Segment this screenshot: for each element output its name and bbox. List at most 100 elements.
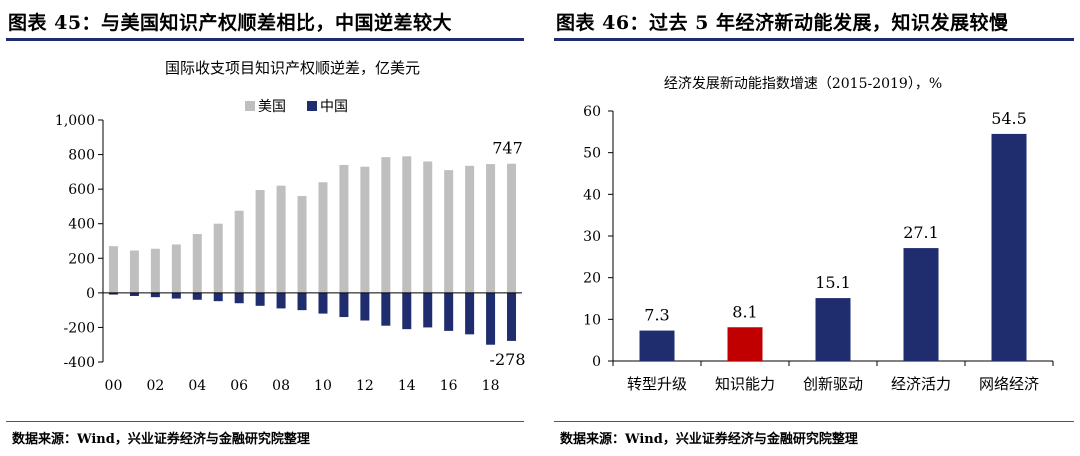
bar-us-2005 <box>213 223 223 293</box>
y-tick-label: 40 <box>583 187 601 203</box>
x-tick-label: 10 <box>314 378 332 394</box>
category-label: 转型升级 <box>627 375 687 393</box>
bar-us-2016 <box>444 170 454 293</box>
bar-us-2006 <box>234 210 244 293</box>
x-tick-label: 18 <box>482 378 500 394</box>
category-label: 经济活力 <box>891 375 951 393</box>
legend-swatch-1 <box>307 101 317 111</box>
bar-cn-2010 <box>318 292 328 314</box>
right-figure-title: 图表 46：过去 5 年经济新动能发展，知识发展较慢 <box>556 12 1009 34</box>
bar-cn-2013 <box>381 292 391 326</box>
x-tick-label: 16 <box>440 378 458 394</box>
x-tick-label: 02 <box>146 378 164 394</box>
data-label: 54.5 <box>991 109 1027 128</box>
bar-us-2019 <box>507 163 517 293</box>
bar-us-2004 <box>192 234 202 293</box>
bar-us-2014 <box>402 156 412 293</box>
bar-cn-2007 <box>255 292 265 306</box>
bar-cn-2011 <box>339 292 349 318</box>
bar-cn-2000 <box>108 292 118 295</box>
left-title-rule <box>6 38 524 41</box>
data-label-cn-last: -278 <box>490 350 526 369</box>
bar-cn-2014 <box>402 292 412 330</box>
right-source-rule <box>554 421 1074 422</box>
x-tick-label: 12 <box>356 378 374 394</box>
y-tick-label: -400 <box>64 355 95 371</box>
bar-cn-2019 <box>507 292 517 341</box>
y-tick-label: 200 <box>68 251 95 267</box>
x-tick-label: 00 <box>105 378 123 394</box>
bar-cn-2017 <box>465 292 475 335</box>
chart-title: 国际收支项目知识产权顺逆差，亿美元 <box>165 59 420 77</box>
bar-us-2017 <box>465 165 475 293</box>
y-tick-label: -200 <box>64 320 95 336</box>
bar-us-2011 <box>339 164 349 293</box>
bar-cn-2012 <box>360 292 370 321</box>
y-tick-label: 800 <box>68 148 95 164</box>
category-label: 网络经济 <box>979 375 1039 393</box>
x-tick-label: 14 <box>398 378 416 394</box>
x-tick-label: 06 <box>230 378 248 394</box>
right-source-note: 数据来源：Wind，兴业证券经济与金融研究院整理 <box>560 432 858 447</box>
new-momentum-chart: 经济发展新动能指数增速（2015-2019），% 60 50 40 30 20 10 0 7.3… <box>583 76 1054 393</box>
y-tick-label: 0 <box>592 354 601 370</box>
bar-us-2012 <box>360 166 370 293</box>
bar-cn-2009 <box>297 292 307 311</box>
bar-us-2001 <box>129 250 139 293</box>
bar-cn-2008 <box>276 292 286 309</box>
y-tick-label: 600 <box>68 182 95 198</box>
bar-us-2018 <box>486 164 496 293</box>
bar-经济活力 <box>903 248 939 361</box>
y-tick-label: 400 <box>68 217 95 233</box>
bar-us-2008 <box>276 185 286 293</box>
bar-us-2002 <box>150 248 160 293</box>
bar-知识能力 <box>727 327 763 361</box>
category-label: 创新驱动 <box>803 375 863 393</box>
legend-swatch-0 <box>245 101 255 111</box>
right-figure-panel: 图表 46：过去 5 年经济新动能发展，知识发展较慢 经济发展新动能指数增速（2… <box>548 0 1080 456</box>
bar-cn-2005 <box>213 292 223 302</box>
right-title-rule <box>554 38 1074 41</box>
bar-us-2013 <box>381 157 391 293</box>
x-tick-label: 08 <box>272 378 290 394</box>
left-figure-panel: 图表 45：与美国知识产权顺差相比，中国逆差较大 国际收支项目知识产权顺逆差，亿… <box>0 0 530 456</box>
data-label: 8.1 <box>732 302 757 321</box>
bar-us-2015 <box>423 161 433 293</box>
legend-label-1: 中国 <box>320 99 348 115</box>
bar-cn-2001 <box>129 292 139 296</box>
legend-label-0: 美国 <box>258 99 286 115</box>
left-figure-title: 图表 45：与美国知识产权顺差相比，中国逆差较大 <box>8 12 453 34</box>
data-label: 7.3 <box>644 306 669 325</box>
bar-创新驱动 <box>815 298 851 361</box>
bar-cn-2004 <box>192 292 202 300</box>
left-source-note: 数据来源：Wind，兴业证券经济与金融研究院整理 <box>12 432 310 447</box>
y-tick-label: 50 <box>583 146 601 162</box>
bar-cn-2002 <box>150 292 160 298</box>
bar-us-2009 <box>297 196 307 293</box>
bar-网络经济 <box>991 133 1027 361</box>
bar-us-2000 <box>108 246 118 293</box>
data-label: 27.1 <box>903 223 939 242</box>
y-tick-label: 0 <box>86 286 95 302</box>
category-label: 知识能力 <box>715 375 775 393</box>
x-tick-label: 04 <box>188 378 206 394</box>
left-source-rule <box>6 421 524 422</box>
bar-us-2003 <box>171 244 181 293</box>
y-tick-label: 30 <box>583 229 601 245</box>
data-label-us-last: 747 <box>492 139 523 158</box>
bar-cn-2003 <box>171 292 181 299</box>
bar-cn-2018 <box>486 292 496 345</box>
bar-cn-2015 <box>423 292 433 328</box>
bar-转型升级 <box>639 330 675 361</box>
data-label: 15.1 <box>815 273 851 292</box>
y-tick-label: 60 <box>583 104 601 120</box>
chart-title: 经济发展新动能指数增速（2015-2019），% <box>664 76 942 92</box>
bar-cn-2016 <box>444 292 454 331</box>
bar-us-2010 <box>318 182 328 293</box>
y-tick-label: 10 <box>583 312 601 328</box>
y-tick-label: 20 <box>583 271 601 287</box>
bar-us-2007 <box>255 190 265 293</box>
y-tick-label: 1,000 <box>55 113 95 129</box>
bar-cn-2006 <box>234 292 244 304</box>
